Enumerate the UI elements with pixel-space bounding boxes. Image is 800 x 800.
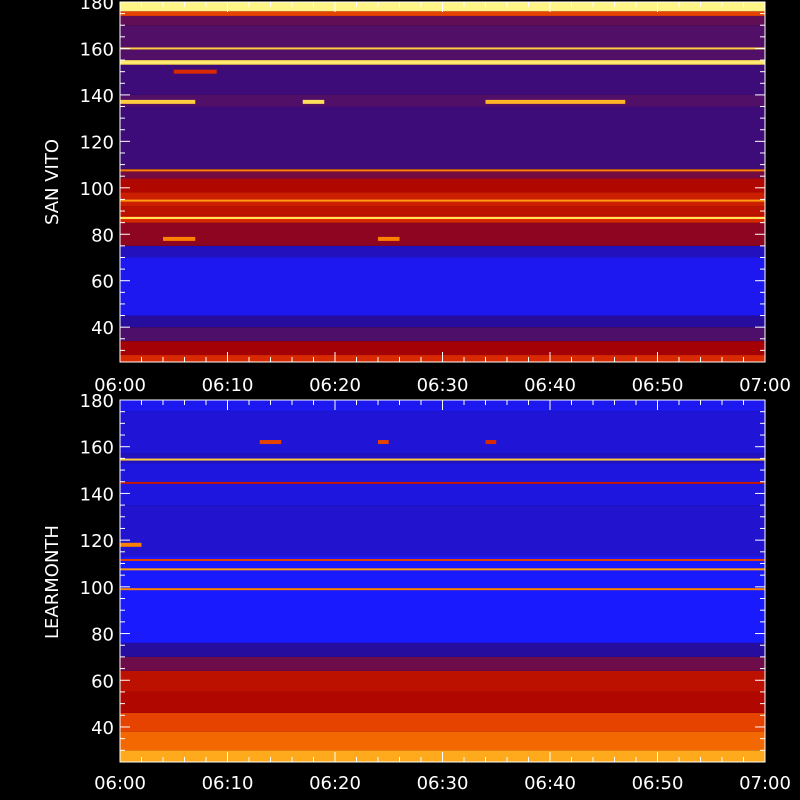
learmonth-spectrogram-panel: 40 60 80 100 120 140 160 180 06:00 06:10 06:20 06:3…	[80, 391, 791, 794]
learmonth-line-1	[120, 568, 765, 571]
learmonth-y-tick-label: 60	[91, 671, 114, 692]
san-vito-band-16	[120, 25, 765, 61]
san-vito-x-tick-label: 06:50	[632, 375, 684, 396]
learmonth-burst-1	[378, 440, 389, 445]
learmonth-x-tick-label: 06:50	[632, 773, 684, 794]
san-vito-band-6	[120, 222, 765, 246]
san-vito-burst-2	[302, 99, 325, 104]
san-vito-y-tick-label: 120	[80, 132, 114, 153]
san-vito-burst-0	[120, 99, 196, 104]
san-vito-x-tick-label: 06:20	[309, 375, 361, 396]
learmonth-line-0	[120, 588, 765, 591]
san-vito-spectrogram-panel: 40 60 80 100 120 140 160 180 06:00 06:10 06:20 06:3…	[80, 0, 791, 396]
san-vito-band-1	[120, 341, 765, 356]
san-vito-band-18	[120, 11, 765, 16]
learmonth-x-tick-label: 06:00	[94, 773, 146, 794]
san-vito-y-tick-label: 100	[80, 179, 114, 200]
learmonth-y-tick-label: 40	[91, 718, 114, 739]
learmonth-line-3	[120, 458, 765, 461]
san-vito-band-3	[120, 315, 765, 328]
san-vito-y-tick-label: 180	[80, 0, 114, 14]
learmonth-x-tick-label: 07:00	[739, 773, 791, 794]
san-vito-band-5	[120, 245, 765, 258]
learmonth-y-tick-label: 160	[80, 438, 114, 459]
learmonth-burst-3	[120, 542, 142, 547]
learmonth-y-tick-label: 180	[80, 391, 114, 412]
learmonth-band-8	[120, 505, 765, 557]
san-vito-burst-4	[163, 236, 196, 241]
san-vito-axis-label: SAN VITO	[42, 139, 63, 225]
learmonth-band-4	[120, 670, 765, 692]
san-vito-y-tick-label: 60	[91, 272, 114, 293]
learmonth-burst-2	[485, 440, 497, 445]
san-vito-x-tick-label: 06:10	[202, 375, 254, 396]
learmonth-band-9	[120, 463, 765, 506]
san-vito-y-tick-label: 80	[91, 225, 114, 246]
san-vito-x-tick-label: 07:00	[739, 375, 791, 396]
san-vito-y-tick-label: 160	[80, 39, 114, 60]
learmonth-axis-label: LEARMONTH	[42, 525, 63, 639]
learmonth-band-10	[120, 453, 765, 464]
san-vito-burst-1	[485, 99, 626, 104]
learmonth-band-6	[120, 642, 765, 657]
san-vito-y-tick-label: 40	[91, 318, 114, 339]
san-vito-band-7	[120, 215, 765, 223]
learmonth-y-tick-label: 100	[80, 578, 114, 599]
san-vito-x-tick-label: 06:00	[94, 375, 146, 396]
san-vito-band-2	[120, 327, 765, 342]
san-vito-band-12	[120, 106, 765, 170]
san-vito-line-4	[120, 61, 765, 64]
learmonth-band-2	[120, 712, 765, 732]
san-vito-line-2	[120, 169, 765, 172]
san-vito-band-8	[120, 206, 765, 216]
learmonth-band-3	[120, 691, 765, 713]
learmonth-line-4	[120, 481, 765, 484]
learmonth-y-tick-label: 140	[80, 484, 114, 505]
san-vito-burst-5	[378, 236, 400, 241]
san-vito-line-1	[120, 199, 765, 202]
san-vito-x-tick-label: 06:30	[417, 375, 469, 396]
learmonth-band-1	[120, 731, 765, 751]
san-vito-x-tick-label: 06:40	[524, 375, 576, 396]
san-vito-burst-3	[173, 69, 217, 74]
learmonth-band-5	[120, 656, 765, 671]
learmonth-band-7	[120, 556, 765, 643]
san-vito-band-17	[120, 15, 765, 26]
san-vito-line-0	[120, 217, 765, 219]
learmonth-x-tick-label: 06:30	[417, 773, 469, 794]
san-vito-y-tick-label: 140	[80, 86, 114, 107]
learmonth-line-2	[120, 558, 765, 561]
san-vito-band-9	[120, 192, 765, 207]
learmonth-x-tick-label: 06:20	[309, 773, 361, 794]
san-vito-band-13	[120, 94, 765, 107]
san-vito-band-4	[120, 257, 765, 316]
learmonth-band-11	[120, 411, 765, 454]
learmonth-x-tick-label: 06:10	[202, 773, 254, 794]
san-vito-band-10	[120, 178, 765, 193]
learmonth-x-tick-label: 06:40	[524, 773, 576, 794]
learmonth-y-tick-label: 80	[91, 625, 114, 646]
san-vito-line-3	[120, 47, 765, 50]
learmonth-y-tick-label: 120	[80, 531, 114, 552]
learmonth-burst-0	[259, 440, 282, 445]
san-vito-band-11	[120, 169, 765, 179]
san-vito-band-14	[120, 64, 765, 95]
